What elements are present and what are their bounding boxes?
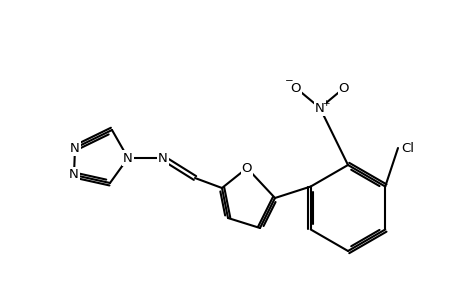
Text: Cl: Cl xyxy=(400,142,413,154)
Text: N: N xyxy=(158,152,168,164)
Text: N: N xyxy=(123,152,133,164)
Text: N: N xyxy=(70,142,80,154)
Text: +: + xyxy=(322,98,329,107)
Text: N: N xyxy=(314,101,324,115)
Text: O: O xyxy=(241,161,252,175)
Text: O: O xyxy=(290,82,301,94)
Text: O: O xyxy=(338,82,348,94)
Text: N: N xyxy=(69,169,78,182)
Text: −: − xyxy=(284,76,293,86)
